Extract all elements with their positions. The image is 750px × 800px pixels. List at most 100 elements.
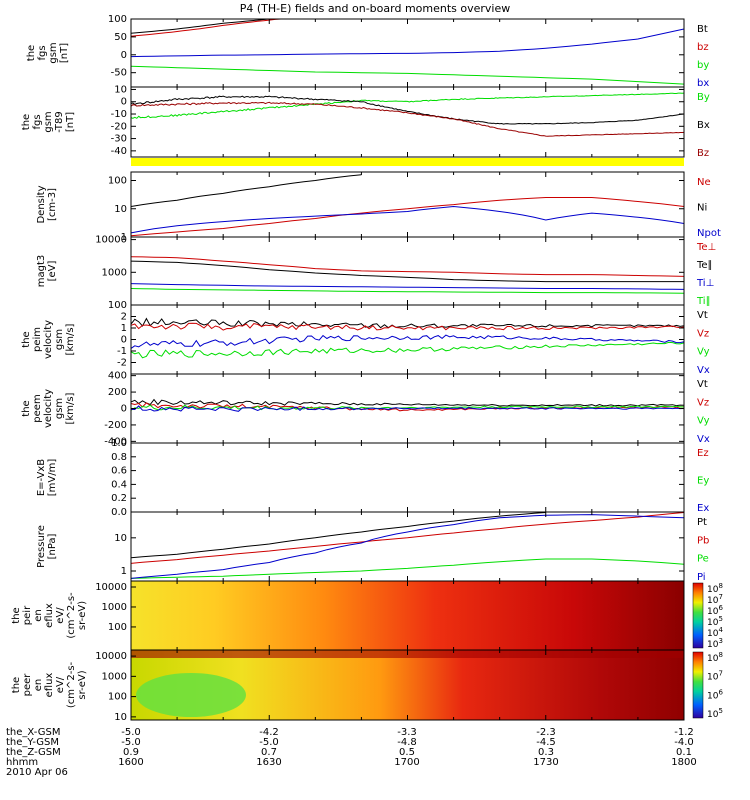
panel-fgs-gsm	[130, 18, 685, 88]
y-tick-label: 1000	[102, 671, 127, 682]
y-tick-label: 10000	[95, 582, 127, 593]
heatmap-low-energy-region	[136, 673, 246, 717]
series-line-Te∥	[130, 260, 684, 283]
y-tick-label: 100	[108, 300, 127, 311]
y-axis-label: eflux	[44, 603, 55, 628]
y-axis-label: (cm^2-s-	[66, 661, 77, 708]
y-axis-label: gsm	[43, 111, 54, 132]
y-axis-label: peir	[22, 605, 33, 625]
series-line-Vx	[130, 405, 685, 412]
colorbar-tick-label: 105	[707, 615, 723, 628]
y-tick-label: 1	[121, 323, 127, 334]
colorbar-tick-label: 106	[707, 688, 723, 701]
y-tick-label: 0.2	[111, 493, 127, 504]
x-axis-value: -5.0	[121, 737, 141, 748]
y-axis-label: [nT]	[59, 43, 70, 63]
legend-entry: Vx	[697, 365, 710, 376]
x-axis-value: -5.0	[121, 727, 141, 738]
date-label: 2010 Apr 06	[6, 767, 68, 778]
x-axis-value: 1800	[671, 757, 696, 768]
series-line-Pe	[130, 558, 685, 579]
y-tick-label: 1.0	[111, 438, 127, 449]
y-axis-label: the	[21, 114, 32, 130]
y-axis-label: the	[21, 331, 32, 347]
y-axis-label: sr-eV)	[77, 601, 88, 630]
y-axis-label: peem	[32, 394, 43, 422]
y-tick-label: 0.8	[111, 452, 127, 463]
y-tick-label: -20	[111, 121, 127, 132]
legend-entry: By	[697, 92, 710, 103]
y-axis-label: velocity	[43, 389, 54, 428]
y-axis-label: [nPa]	[47, 533, 58, 559]
y-axis-label: en	[33, 679, 44, 692]
y-axis-label: eflux	[44, 673, 55, 698]
colorbar-tick-label: 108	[707, 582, 723, 595]
y-tick-label: 10	[114, 84, 127, 95]
legend-entry: Bx	[697, 120, 710, 131]
y-axis-label: E=-VxB	[36, 459, 47, 496]
series-line-Bx	[130, 95, 685, 125]
x-axis-value: 1600	[118, 757, 143, 768]
legend-entry: Ex	[697, 503, 709, 514]
y-tick-label: -40	[111, 146, 127, 157]
panel-magt3	[130, 236, 685, 306]
y-axis-label: fgs	[32, 114, 43, 129]
y-axis-label: gsm	[54, 329, 65, 350]
legend-entry: bz	[697, 42, 709, 53]
series-line-Vt	[130, 317, 685, 329]
x-axis-row-label: hhmm	[6, 757, 38, 768]
legend-entry: Te∥	[696, 260, 713, 271]
legend-entry: Vz	[697, 397, 709, 408]
y-tick-label: 1000	[102, 267, 127, 278]
series-line-Npot	[130, 205, 685, 234]
panel-frame	[130, 236, 685, 306]
x-axis-value: 1730	[533, 757, 558, 768]
series-line-Te⊥	[130, 256, 685, 277]
plot-title: P4 (TH-E) fields and on-board moments ov…	[239, 2, 511, 15]
x-axis-value: 0.5	[399, 747, 415, 758]
y-tick-label: 100	[108, 14, 127, 25]
legend-entry: Te⊥	[696, 242, 716, 253]
series-line-Vx	[130, 334, 685, 349]
legend-entry: Vy	[697, 347, 710, 358]
y-axis-label: [cm-3]	[47, 188, 58, 221]
series-line-Pt	[130, 512, 546, 559]
y-tick-label: 100	[108, 622, 127, 633]
legend-entry: Pi	[697, 572, 706, 583]
y-tick-label: 0	[121, 50, 127, 61]
colorbar-tick-label: 106	[707, 604, 723, 617]
y-tick-label: 100	[108, 692, 127, 703]
x-axis-value: -5.0	[259, 737, 279, 748]
y-axis-label: en	[33, 609, 44, 622]
y-axis-label: peim	[32, 327, 43, 352]
series-line-Vt	[130, 398, 685, 407]
legend-entry: Vt	[697, 310, 708, 321]
x-axis-value: -4.0	[674, 737, 694, 748]
y-axis-label: fgs	[37, 45, 48, 60]
y-axis-label: [nT]	[65, 112, 76, 132]
legend-entry: by	[697, 60, 709, 71]
y-tick-label: 100	[108, 176, 127, 187]
y-tick-label: -10	[111, 109, 127, 120]
y-tick-label: -2	[117, 358, 127, 369]
legend-entry: Pe	[697, 554, 709, 565]
series-line-Ti⊥	[130, 283, 685, 290]
series-line-Vz	[130, 322, 685, 331]
colorbar-tick-label: 108	[707, 651, 723, 664]
y-axis-label: (cm^2-s-	[66, 592, 77, 639]
y-tick-label: 0.0	[111, 507, 127, 518]
legend-entry: Bt	[697, 24, 708, 35]
y-tick-label: -200	[104, 420, 127, 431]
x-axis-value: 0.1	[676, 747, 692, 758]
legend-entry: Ez	[697, 448, 709, 459]
series-line-Ti∥	[130, 288, 685, 294]
y-axis-label: the	[11, 607, 22, 623]
legend-entry: Vz	[697, 328, 709, 339]
y-tick-label: 10	[114, 533, 127, 544]
series-line-Vy	[130, 404, 684, 411]
y-tick-label: 1	[121, 232, 127, 243]
panel-peim-velocity	[130, 304, 685, 375]
series-line-Ni	[130, 174, 362, 207]
x-axis-row-label: the_Y-GSM	[6, 737, 59, 748]
series-line-bx	[130, 28, 685, 58]
